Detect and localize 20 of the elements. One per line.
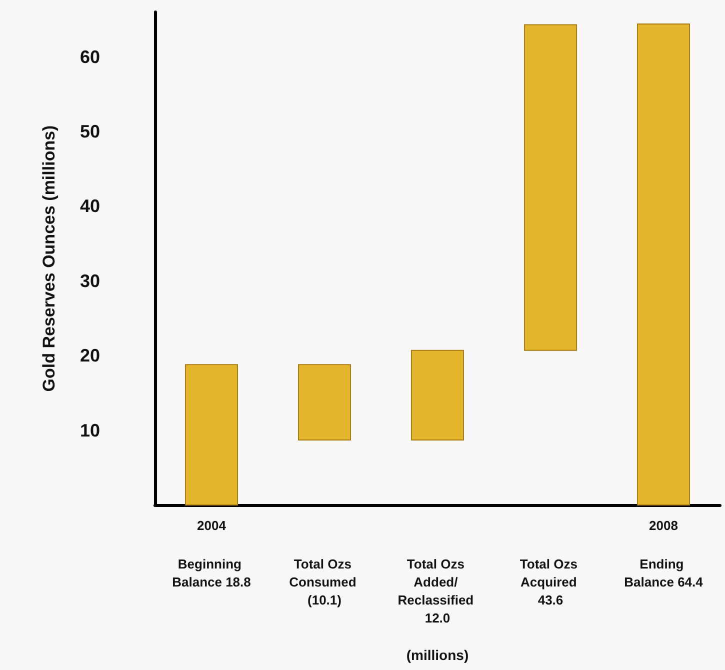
- y-tick-label: 30: [80, 270, 100, 291]
- text: 2008: [649, 518, 678, 533]
- x-tick-label: Ending Balance 64.4: [624, 556, 704, 590]
- y-tick-label: 60: [80, 46, 100, 67]
- x-tick-label: Beginning Balance 18.8: [172, 556, 251, 590]
- x-tick-label: Total Ozs Consumed (10.1): [289, 556, 360, 608]
- y-tick-label: 50: [80, 122, 100, 142]
- x-axis-title: (millions): [406, 647, 469, 663]
- bar: [298, 364, 351, 441]
- y-tick-label: 10: [80, 420, 100, 440]
- x-tick-label: Total Ozs Acquired 43.6: [520, 556, 582, 608]
- y-axis-title: Gold Reserves Ounces (millions): [40, 125, 58, 392]
- bar: [185, 364, 238, 506]
- bar: [524, 24, 577, 351]
- bar: [637, 23, 690, 506]
- text: 2004: [197, 518, 227, 533]
- bar: [411, 350, 464, 441]
- y-tick-label: 40: [80, 196, 100, 216]
- x-tick-label: Total Ozs Added/ Reclassified 12.0: [398, 556, 478, 626]
- y-tick-label: 20: [80, 346, 100, 366]
